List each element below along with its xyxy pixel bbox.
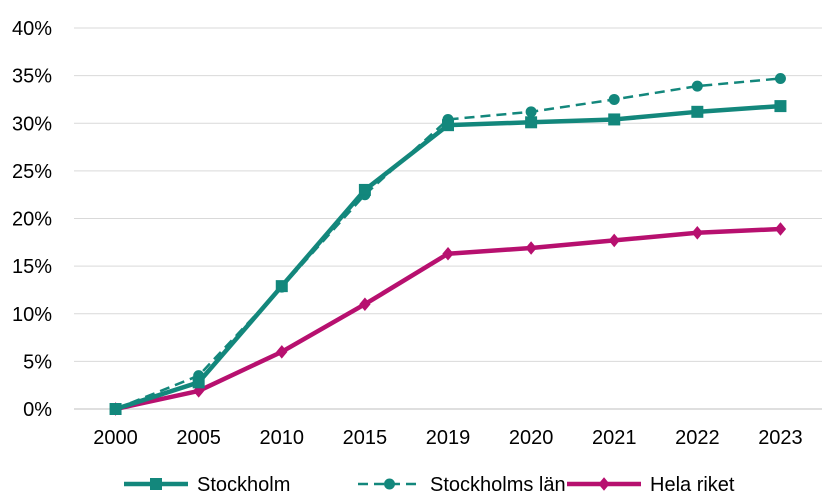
- series-stockholm: [109, 100, 787, 415]
- legend-item-stockholm: Stockholm: [124, 474, 290, 494]
- data-point: [608, 93, 620, 105]
- legend-label-hela-riket: Hela riket: [650, 474, 735, 494]
- legend-label-stockholms-lan: Stockholms län: [430, 474, 566, 494]
- series-hela-riket: [109, 222, 787, 416]
- data-point: [774, 72, 786, 84]
- data-point: [691, 80, 703, 92]
- series-lines: [109, 72, 787, 416]
- x-tick-label: 2020: [509, 427, 554, 449]
- data-point: [275, 280, 288, 293]
- data-point: [691, 226, 703, 240]
- legend-marker: [384, 478, 395, 490]
- y-tick-label: 25%: [12, 161, 52, 183]
- data-point: [192, 376, 205, 389]
- legend-item-stockholms-lan: Stockholms län: [358, 474, 566, 494]
- x-tick-label: 2000: [93, 427, 138, 449]
- data-point: [608, 233, 620, 248]
- x-tick-label: 2021: [592, 427, 637, 449]
- y-tick-label: 0%: [23, 399, 52, 421]
- data-point: [442, 119, 454, 132]
- series-line-stockholms-lan: [115, 77, 781, 411]
- legend-marker-stockholm: [150, 478, 162, 490]
- x-tick-label: 2005: [176, 427, 221, 449]
- x-tick-label: 2010: [260, 427, 305, 449]
- x-tick-label: 2019: [426, 427, 471, 449]
- y-tick-label: 15%: [12, 256, 52, 278]
- x-tick-label: 2015: [343, 427, 388, 449]
- y-axis-ticks: 0% 5% 10% 15% 20% 25% 30% 35% 40%: [12, 18, 52, 421]
- legend-marker: [150, 478, 162, 490]
- data-point: [359, 297, 371, 312]
- data-point: [691, 105, 704, 118]
- y-tick-label: 10%: [12, 304, 52, 326]
- y-tick-label: 35%: [12, 66, 52, 88]
- legend-marker-hela-riket: [598, 477, 610, 491]
- y-tick-label: 20%: [12, 209, 52, 231]
- data-point: [525, 241, 537, 255]
- x-axis-ticks: 2000 2005 2010 2015 2019 2020 2021 2022 2023: [93, 427, 802, 449]
- x-tick-label: 2023: [758, 427, 803, 449]
- y-tick-label: 30%: [12, 113, 52, 135]
- data-point: [774, 222, 787, 236]
- data-point: [358, 183, 371, 196]
- legend-marker: [598, 477, 610, 491]
- gridlines: [74, 27, 822, 410]
- data-point: [109, 403, 122, 415]
- data-point: [525, 106, 537, 118]
- data-point: [525, 116, 538, 129]
- data-point: [276, 345, 288, 359]
- data-point: [608, 113, 621, 126]
- data-point: [774, 100, 787, 113]
- legend-marker-stockholms-lan: [384, 478, 395, 490]
- legend-item-hela-riket: Hela riket: [567, 474, 735, 494]
- x-tick-label: 2022: [675, 427, 720, 449]
- y-tick-label: 40%: [12, 18, 52, 40]
- data-point: [442, 246, 454, 261]
- legend: Stockholm Stockholms län Hela riket: [124, 474, 735, 494]
- legend-label-stockholm: Stockholm: [197, 474, 290, 494]
- y-tick-label: 5%: [23, 351, 52, 373]
